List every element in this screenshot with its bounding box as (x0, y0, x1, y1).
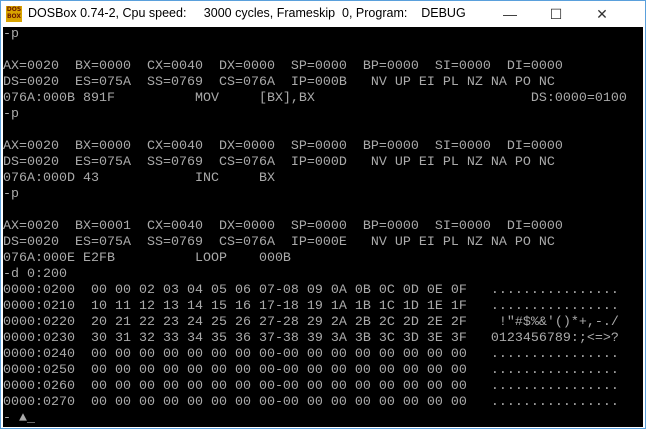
console-line: -p (3, 187, 19, 202)
console-line: 0000:0220 20 21 22 23 24 25 26 27-28 29 … (3, 315, 619, 330)
title-bar[interactable]: DOS BOX DOSBox 0.74-2, Cpu speed: 3000 cy… (1, 1, 645, 27)
close-button[interactable]: ✕ (596, 5, 608, 22)
maximize-button[interactable]: ☐ (549, 5, 563, 22)
console-line: 0000:0260 00 00 00 00 00 00 00 00-00 00 … (3, 379, 619, 394)
console-line: DS=0020 ES=075A SS=0769 CS=076A IP=000D … (3, 155, 555, 170)
console-line: 0000:0210 10 11 12 13 14 15 16 17-18 19 … (3, 299, 619, 314)
console-line: 0000:0200 00 00 02 03 04 05 06 07-08 09 … (3, 283, 619, 298)
console-line: 076A:000B 891F MOV [BX],BX DS:0000=0100 (3, 91, 627, 106)
console-line: AX=0020 BX=0000 CX=0040 DX=0000 SP=0000 … (3, 139, 563, 154)
window-title: DOSBox 0.74-2, Cpu speed: 3000 cycles, F… (28, 6, 466, 20)
console-line: 0000:0270 00 00 00 00 00 00 00 00-00 00 … (3, 395, 619, 410)
console-line (3, 203, 643, 219)
console-line: 076A:000E E2FB LOOP 000B (3, 251, 291, 266)
dosbox-icon[interactable]: DOS BOX (6, 6, 22, 22)
console-line: AX=0020 BX=0001 CX=0040 DX=0000 SP=0000 … (3, 219, 563, 234)
console-line: 0000:0250 00 00 00 00 00 00 00 00-00 00 … (3, 363, 619, 378)
console-line: -p (3, 27, 19, 42)
console-line: -d 0:200 (3, 267, 67, 282)
console-line: -p (3, 107, 19, 122)
console-line (3, 43, 643, 59)
console-line: 0000:0230 30 31 32 33 34 35 36 37-38 39 … (3, 331, 619, 346)
minimize-button[interactable]: — (503, 6, 517, 22)
console-line: - ▲_ (3, 411, 35, 426)
dos-console[interactable]: -p AX=0020 BX=0000 CX=0040 DX=0000 SP=000… (3, 27, 643, 427)
console-line: 0000:0240 00 00 00 00 00 00 00 00-00 00 … (3, 347, 619, 362)
console-line: 076A:000D 43 INC BX (3, 171, 275, 186)
console-line: DS=0020 ES=075A SS=0769 CS=076A IP=000E … (3, 235, 555, 250)
console-line: DS=0020 ES=075A SS=0769 CS=076A IP=000B … (3, 75, 555, 90)
console-line (3, 123, 643, 139)
console-line: AX=0020 BX=0000 CX=0040 DX=0000 SP=0000 … (3, 59, 563, 74)
